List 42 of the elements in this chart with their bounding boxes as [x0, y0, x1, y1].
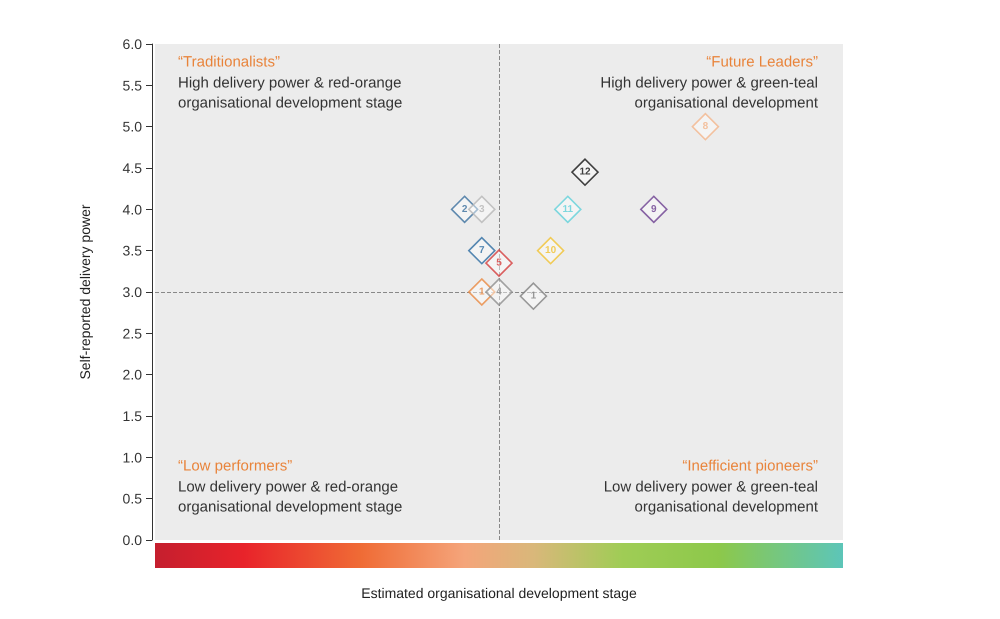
point	[485, 249, 513, 277]
point	[554, 196, 582, 224]
annotation: High delivery power & green-teal organisational development	[600, 74, 819, 112]
annotation: High delivery power & red-orange organisational development stage	[178, 74, 402, 112]
series-label: 5	[496, 258, 502, 269]
series-label: 7	[479, 245, 486, 256]
point	[468, 196, 496, 224]
point	[640, 196, 668, 224]
point	[692, 112, 720, 140]
y-tick-label: 4.5	[122, 160, 142, 176]
annotation: “Inefficient pioneers”	[682, 458, 818, 474]
y-tick-label: 3.5	[122, 242, 142, 259]
y-tick-label: 6.0	[122, 36, 142, 52]
annotation: Low delivery power & green-teal organisational development	[604, 478, 819, 516]
y-tick-label: 0.0	[122, 532, 142, 548]
series-label: 9	[651, 204, 658, 215]
y-tick-label: 2.5	[122, 325, 142, 342]
annotation: Low delivery power & red-orange organisational development stage	[178, 478, 402, 516]
series-label: 1	[530, 290, 537, 302]
series-label: 1	[479, 286, 486, 298]
point	[485, 278, 513, 306]
annotation: “Low performers”	[178, 458, 292, 474]
series-label: 12	[579, 166, 591, 178]
annotation: “Traditionalists”	[178, 54, 280, 70]
series-label: 10	[545, 245, 557, 256]
series-label: 4	[496, 286, 502, 298]
point	[468, 236, 496, 264]
series-label: 11	[562, 204, 574, 215]
y-tick-label: 4.0	[122, 201, 142, 218]
y-axis-title: Self-reported delivery power	[77, 204, 93, 380]
y-tick-label: 5.0	[122, 118, 142, 135]
y-tick-label: 1.0	[122, 449, 142, 466]
series-label: 2	[462, 204, 468, 215]
y-tick-label: 0.5	[122, 490, 142, 507]
y-tick-label: 2.0	[122, 366, 142, 383]
x-axis-title: Estimated organisational development stage	[361, 585, 637, 601]
point	[520, 282, 548, 310]
y-tick-label: 5.5	[122, 77, 142, 94]
series-label: 8	[702, 121, 709, 132]
y-tick-label: 1.5	[122, 408, 142, 424]
y-tick-label: 3.0	[122, 284, 142, 300]
annotation: “Future Leaders”	[706, 54, 818, 70]
